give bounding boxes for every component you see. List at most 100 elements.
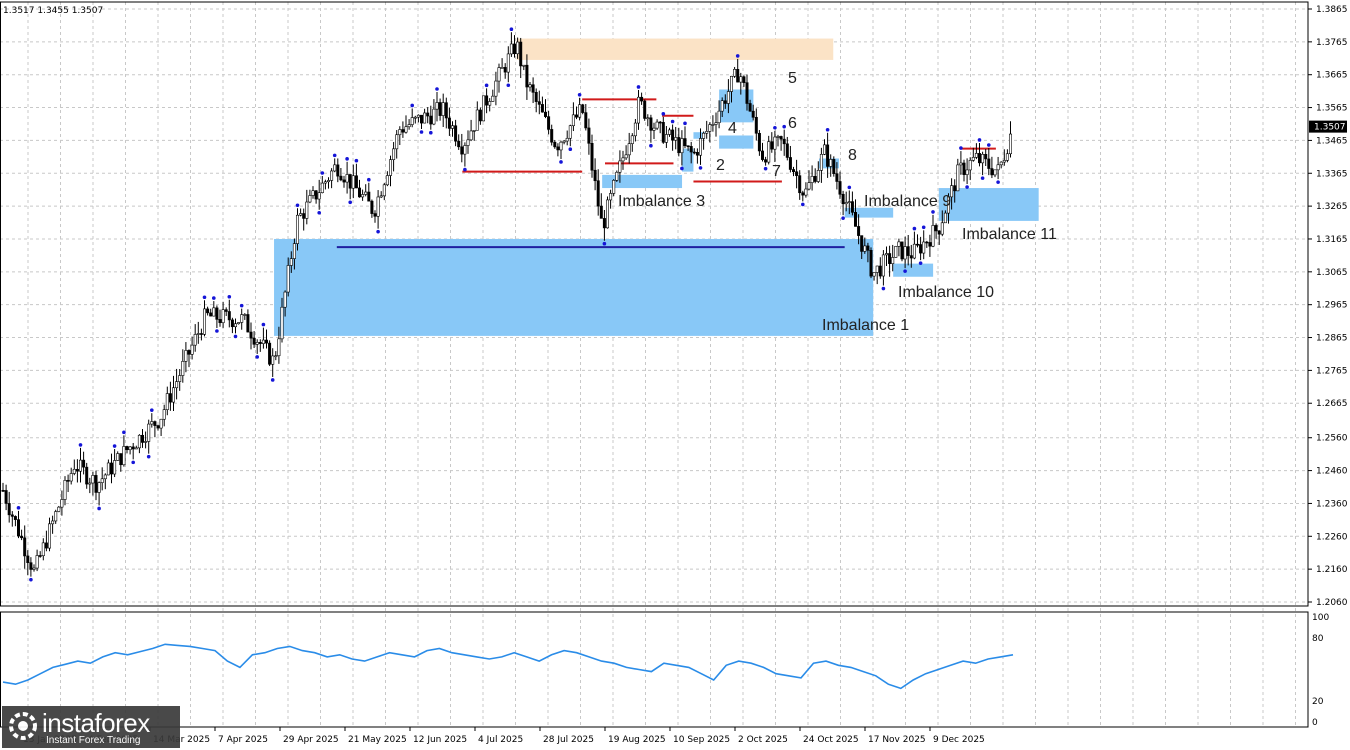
candle-body [754, 116, 758, 134]
candle-body [760, 150, 764, 160]
candle-body [534, 92, 538, 102]
candle-body [810, 176, 814, 183]
candle-body [330, 170, 334, 181]
candle-body [742, 76, 746, 83]
fractal-up [959, 146, 963, 150]
fractal-down [255, 355, 259, 359]
candle-body [432, 108, 436, 125]
fractal-down [215, 329, 219, 333]
fractal-down [270, 378, 275, 382]
candle-body [150, 421, 154, 425]
ohlc-readout: 1.3517 1.3455 1.3507 [3, 6, 103, 16]
fractal-down [29, 577, 33, 582]
candle-body [475, 109, 479, 131]
candle-body [857, 226, 861, 236]
candle-body [878, 265, 882, 277]
candle-body [621, 157, 625, 162]
candle-body [283, 291, 287, 308]
candle-body [711, 124, 715, 126]
candle-body [850, 201, 854, 213]
candle-body [249, 331, 253, 339]
fractal-up [227, 294, 232, 299]
price-tick-label: 1.3565 [1316, 104, 1348, 114]
fractal-up [636, 85, 641, 89]
candle-body [20, 535, 24, 539]
candle-body [571, 114, 575, 127]
candle-body [990, 168, 994, 176]
candle-body [311, 190, 315, 196]
candle-body [438, 102, 442, 116]
current-price-badge [1309, 120, 1347, 133]
candle-body [612, 180, 616, 194]
fractal-down [965, 185, 969, 189]
candle-body [900, 241, 904, 260]
candle-body [770, 141, 774, 150]
candle-body [695, 152, 699, 156]
candle-body [906, 246, 910, 256]
fractal-up [150, 408, 154, 412]
candle-body [702, 132, 706, 139]
candle-body [909, 255, 913, 259]
candle-body [782, 138, 786, 145]
candle-body [100, 478, 104, 483]
price-tick-label: 1.2865 [1316, 334, 1348, 344]
supply-zone [516, 38, 834, 60]
candle-body [280, 306, 284, 340]
candle-body [962, 162, 966, 175]
candle-body [289, 258, 293, 266]
candle-body [199, 333, 203, 335]
candle-body [326, 180, 330, 183]
candle-body [689, 146, 693, 153]
candle-body [509, 43, 513, 55]
candle-body [832, 159, 836, 174]
candle-body [590, 143, 594, 171]
candle-body [860, 235, 864, 252]
fractal-up [435, 87, 439, 91]
candle-body [264, 339, 268, 344]
candle-body [512, 43, 516, 55]
candle-body [968, 160, 972, 171]
candle-body [599, 205, 603, 219]
candle-body [16, 519, 20, 537]
candle-body [261, 339, 265, 344]
candle-body [559, 141, 563, 151]
price-tick-label: 1.3065 [1316, 268, 1348, 278]
price-tick-label: 1.2260 [1316, 532, 1348, 542]
candle-body [767, 141, 771, 163]
candle-body [447, 117, 451, 129]
candle-body [847, 201, 851, 203]
candle-body [658, 121, 662, 124]
fractal-up [410, 103, 415, 108]
candle-body [581, 104, 585, 113]
candle-body [937, 230, 941, 235]
candle-body [915, 243, 919, 246]
candle-body [649, 117, 653, 131]
candle-body [175, 381, 179, 389]
candle-body [1008, 133, 1012, 155]
candle-body [348, 174, 352, 189]
candle-body [500, 67, 504, 69]
candle-body [401, 129, 405, 133]
zone-label: Imbalance 1 [822, 317, 909, 334]
candle-body [187, 350, 191, 355]
candle-body [75, 468, 79, 472]
candle-body [891, 257, 895, 264]
fractal-down [146, 454, 151, 459]
candle-body [881, 254, 885, 277]
candle-body [134, 447, 138, 450]
candle-body [286, 265, 290, 293]
candle-body [671, 129, 675, 141]
price-tick-label: 1.2560 [1316, 434, 1348, 444]
candle-body [172, 387, 176, 403]
candle-body [888, 253, 892, 264]
candle-body [655, 121, 659, 129]
candle-body [677, 137, 681, 154]
fractal-up [261, 322, 266, 327]
candle-body [506, 53, 510, 73]
candles [1, 32, 1012, 577]
candle-body [674, 137, 678, 141]
imbalance-zone [274, 238, 874, 336]
candle-body [912, 243, 916, 259]
candle-body [615, 171, 619, 181]
